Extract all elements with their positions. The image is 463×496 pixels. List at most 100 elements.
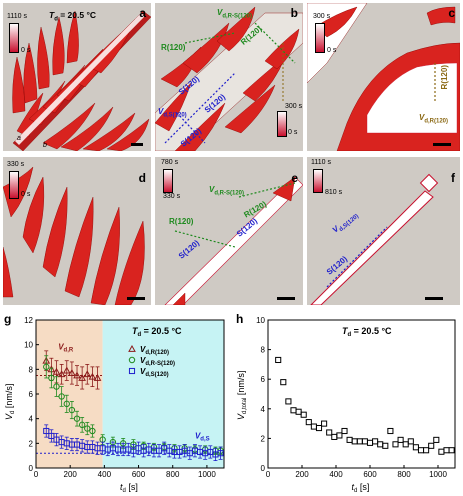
data-point [382, 442, 389, 449]
plot-frame [267, 319, 456, 469]
x-tick-label: 400 [329, 470, 343, 479]
micrograph-panel-b: 300 s 0 s b Vd,R-S(120) R(120) R(120) S(… [155, 3, 303, 151]
x-tick-label: 200 [295, 470, 309, 479]
x-tick-label: 200 [64, 470, 78, 479]
axis-a-label: a [17, 135, 21, 142]
data-point [78, 421, 86, 429]
data-point [417, 447, 425, 454]
data-point [433, 436, 440, 443]
panel-label-c: c [448, 6, 455, 20]
annotation-r120-left: R(120) [169, 217, 194, 226]
x-tick-label: 0 [266, 470, 271, 479]
y-tick-label: 6 [29, 390, 34, 399]
panel-label-f: f [451, 171, 455, 185]
data-point [310, 423, 317, 430]
data-point [280, 379, 287, 386]
x-axis-label: td [s] [352, 482, 370, 494]
micrograph-panel-a: 1110 s 0 s Td = 20.5 °C a a b [3, 3, 151, 151]
data-point [366, 439, 374, 446]
data-point [290, 407, 297, 414]
panel-label-e: e [291, 171, 298, 185]
data-point [73, 371, 81, 379]
dendrite-image-a [12, 10, 151, 151]
colorbar-top-label: 300 s [285, 103, 303, 110]
scale-bar [131, 143, 143, 146]
annotation-vds: Vd,S(120) [158, 107, 187, 119]
dendrite-image-b [155, 6, 303, 151]
micrograph-panel-d: 330 s 0 s d [3, 157, 151, 305]
colorbar-top-label: 300 s [313, 13, 331, 20]
colorbar-d [9, 171, 19, 199]
chart-g: 0 200 400 600 800 1000 0 2 4 6 8 10 12 td [s] Vd [nm/s… [4, 316, 225, 494]
data-point [377, 441, 384, 448]
data-point [392, 441, 399, 448]
data-point [331, 433, 338, 440]
data-point [62, 366, 71, 374]
scale-bar [433, 143, 451, 146]
y-tick-label: 10 [24, 341, 33, 350]
colorbar-bottom-label: 0 s [21, 47, 31, 54]
y-tick-label: 10 [256, 316, 265, 325]
scale-bar [277, 297, 295, 300]
colorbar-c [315, 23, 325, 53]
panel-label-d: d [138, 171, 146, 185]
x-tick-label: 1000 [429, 470, 447, 479]
data-point [68, 369, 76, 376]
dendrite-image-e [164, 176, 303, 305]
y-tick-label: 0 [29, 464, 34, 473]
y-tick-label: 12 [24, 316, 33, 325]
data-point [428, 442, 435, 449]
data-point [57, 370, 66, 378]
data-point [52, 367, 61, 375]
y-tick-label: 0 [261, 464, 266, 473]
y-tick-label: 6 [261, 375, 266, 384]
y-axis-label: Vd,total [nm/s] [236, 371, 248, 420]
data-point [63, 400, 70, 408]
colorbar-bottom-label: 810 s [325, 189, 343, 196]
colorbar-bottom-label: 0 s [327, 47, 337, 54]
data-point [295, 408, 302, 415]
x-tick-label: 1000 [198, 470, 216, 479]
annotation-vdr: Vd,R(120) [419, 113, 449, 125]
y-tick-label: 2 [261, 434, 266, 443]
data-point [372, 438, 379, 445]
data-point [387, 427, 394, 435]
dendrite-image-f [310, 173, 439, 305]
x-tick-label: 400 [98, 470, 112, 479]
legend-marker [128, 356, 136, 364]
colorbar-bottom-label: 330 s [163, 193, 181, 200]
data-point [336, 432, 343, 439]
legend-marker [128, 344, 136, 352]
x-tick-label: 600 [363, 470, 377, 479]
data-point [73, 415, 81, 422]
colorbar-top-label: 1110 s [7, 13, 27, 20]
region-label-left: Vd,R [58, 343, 74, 354]
axis-b-label: b [43, 142, 47, 149]
dendrite-image-c [307, 3, 460, 151]
data-point [58, 393, 65, 400]
data-point [48, 374, 55, 382]
colorbar-bottom-label: 0 s [288, 129, 298, 136]
data-point [53, 383, 60, 390]
data-point [423, 447, 430, 454]
y-tick-label: 4 [261, 405, 266, 414]
data-point [443, 447, 450, 454]
data-point [412, 444, 419, 451]
colorbar-e [163, 169, 173, 193]
data-point [83, 370, 92, 378]
data-point [407, 438, 414, 445]
annotation-r120: R(120) [440, 65, 449, 90]
micrograph-panel-c: 300 s 0 s c R(120) Vd,R(120) [307, 3, 460, 151]
data-point [341, 427, 348, 435]
data-point [305, 419, 312, 426]
panel-label-h: h [236, 312, 244, 326]
panel-label-g: g [4, 312, 12, 326]
chart-title: Td = 20.5 °C [342, 326, 392, 338]
data-point [217, 450, 224, 457]
x-tick-label: 800 [397, 470, 411, 479]
chart-title: Td = 20.5 °C [132, 326, 182, 338]
y-tick-label: 8 [29, 365, 34, 374]
data-point [84, 425, 91, 432]
x-tick-label: 0 [34, 470, 39, 479]
colorbar-top-label: 1110 s [311, 159, 331, 166]
